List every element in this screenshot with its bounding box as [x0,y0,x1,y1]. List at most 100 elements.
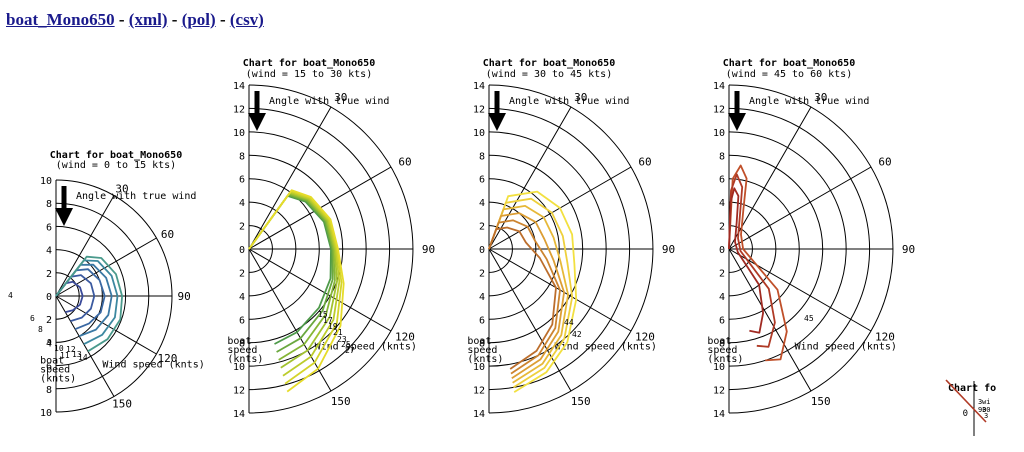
pol-link[interactable]: (pol) [181,10,216,29]
radial-tick-label: 8 [479,151,485,162]
angle-tick-label: 30 [334,91,347,104]
separator: - [215,10,230,29]
radial-axis-label: (knts) [467,354,503,365]
polar-chart-45-60: Chart for boat_Mono650(wind = 45 to 60 k… [707,58,915,420]
series-label: 23 [337,335,347,344]
radial-tick-label: 0 [719,245,725,256]
radial-tick-label: 14 [473,81,485,92]
angle-tick-label: 90 [422,243,435,256]
series-label: 8 [38,325,43,334]
wind-arrow-icon [61,186,67,212]
series-line [248,191,341,377]
series-label: 11 [60,351,70,360]
radial-tick-label: 0 [479,245,485,256]
radial-tick-label: 12 [713,386,725,397]
radial-tick-label: 10 [713,128,725,139]
series-line [55,263,113,338]
series-line [248,192,338,369]
wind-arrow-icon [734,91,740,117]
radial-axis-label: boat [707,336,731,347]
series-line [55,259,119,346]
grid-radial-line [248,106,332,250]
boat-title-link[interactable]: boat_Mono650 [6,10,115,29]
wind-arrow-icon [488,113,506,131]
radial-tick-label: 8 [46,385,52,396]
series-label: 13 [72,350,82,359]
radial-tick-label: 2 [46,269,52,280]
polar-chart-15-30: Chart for boat_Mono650(wind = 15 to 30 k… [227,58,435,420]
grid-radial-line [488,248,572,392]
radial-tick-label: 2 [239,268,245,279]
radial-tick-label: 2 [239,222,245,233]
xml-link[interactable]: (xml) [128,10,168,29]
wind-arrow-icon [728,113,746,131]
radial-tick-label: 6 [719,175,725,186]
chart-title: Chart for boat_Mono650 [50,150,182,161]
series-label: wi [982,398,990,406]
series-label: 42 [572,330,582,339]
radial-tick-label: 12 [233,104,245,115]
angle-tick-label: 30 [574,91,587,104]
wind-speed-label: Wind speed (knts) [315,341,417,352]
radial-tick-label: 6 [719,315,725,326]
series-label: 6 [30,314,35,323]
radial-tick-label: 12 [713,104,725,115]
series-line [488,226,557,370]
wind-speed-label: Wind speed (knts) [555,341,657,352]
angle-tick-label: 120 [158,352,178,365]
chart-title: Chart fo [948,383,996,394]
radial-tick-label: 4 [719,198,725,209]
separator: - [167,10,182,29]
angle-tick-label: 60 [398,155,411,168]
radial-tick-label: 10 [473,362,485,373]
series-line [488,197,574,389]
angle-tick-label: 30 [814,91,827,104]
angle-tick-label: 120 [875,331,895,344]
grid-radial-line [248,248,392,332]
radial-tick-label: 4 [719,292,725,303]
wind-arrow-icon [254,91,260,117]
angle-tick-label: 120 [395,331,415,344]
radial-tick-label: 6 [239,175,245,186]
angle-tick-label: 90 [902,243,915,256]
series-label: 10 [54,344,64,353]
polar-chart-30-45: Chart for boat_Mono650(wind = 30 to 45 k… [467,58,675,420]
chart-title: Chart for boat_Mono650 [483,58,615,69]
angle-axis-label: Angle with true wind [76,191,196,202]
series-label: 45 [804,314,814,323]
radial-tick-label: 4 [46,246,52,257]
radial-tick-label: 2 [46,315,52,326]
series-line [488,212,565,379]
radial-axis-label: boat [40,355,64,366]
radial-tick-label: 10 [233,128,245,139]
radial-tick-label: 8 [239,151,245,162]
wind-speed-label: Wind speed (knts) [102,360,204,371]
radial-axis-label: (knts) [227,354,263,365]
wind-arrow-icon [494,91,500,117]
series-label: 21 [333,328,343,337]
chart-subtitle: (wind = 45 to 60 kts) [726,69,852,80]
series-line [248,190,343,385]
angle-tick-label: 90 [662,243,675,256]
separator: - [114,10,129,29]
wind-arrow-icon [55,208,73,226]
series-label: 12 [66,345,76,354]
page-header: boat_Mono650 - (xml) - (pol) - (csv) [6,10,264,30]
csv-link[interactable]: (csv) [229,10,264,29]
series-label: 9 [47,338,52,347]
wind-speed-label: Wind speed (knts) [795,341,897,352]
angle-axis-label: Angle with true wind [269,96,389,107]
radial-tick-label: 10 [713,362,725,373]
angle-tick-label: 60 [638,155,651,168]
series-line [248,195,332,345]
radial-tick-label: 12 [473,386,485,397]
angle-axis-label: Angle with true wind [509,96,629,107]
radial-axis-label: speed [707,345,737,356]
series-label: 17 [323,316,333,325]
radial-tick-label: 12 [233,386,245,397]
chart-subtitle: (wind = 30 to 45 kts) [486,69,612,80]
radial-tick-label: 4 [479,292,485,303]
series-label: 27 [345,346,355,355]
radial-axis-label: speed [40,364,70,375]
chart-title: Chart for boat_Mono650 [723,58,855,69]
